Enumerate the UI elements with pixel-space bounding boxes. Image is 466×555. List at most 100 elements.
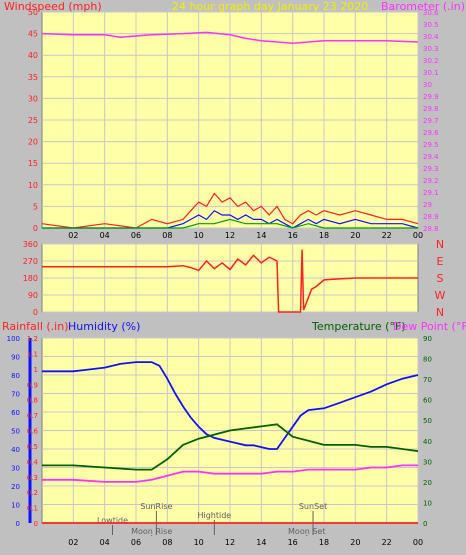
barometer-tick-label: 30.3 [423, 45, 439, 53]
x-tick-label: 06 [131, 231, 141, 240]
temperature-tick-label: 30 [423, 458, 432, 466]
rainfall-tick-label: 0.4 [27, 458, 39, 466]
humidity-tick-label: 30 [11, 465, 20, 473]
humidity-tick-label: 90 [11, 354, 20, 362]
series-wind-average [42, 218, 418, 229]
wind-barometer-series [41, 31, 419, 229]
x-tick-label: 22 [382, 538, 392, 547]
series-temperature [42, 423, 419, 471]
barometer-tick-label: 30.4 [423, 33, 439, 41]
temperature-tick-label: 80 [423, 356, 432, 364]
rainfall-tick-label: 0.6 [27, 428, 39, 436]
barometer-tick-label: 29.6 [423, 129, 439, 137]
x-tick-label: 12 [225, 538, 235, 547]
rainfall-tick-label: 0.7 [27, 412, 38, 420]
x-tick-label: 10 [194, 231, 204, 240]
series-wind-speed [42, 209, 419, 229]
series-wind-direction [42, 249, 418, 313]
annotation-label: Moon Rise [131, 527, 172, 536]
temperature-tick-label: 40 [423, 438, 432, 446]
barometer-tick-label: 29.1 [423, 189, 439, 197]
x-tick-label: 04 [100, 231, 110, 240]
temperature-tick-label: 50 [423, 417, 432, 425]
x-tick-label: 04 [100, 538, 110, 547]
humidity-tick-label: 80 [11, 372, 20, 380]
barometer-tick-label: 30.6 [423, 9, 439, 17]
barometer-tick-label: 30.2 [423, 57, 439, 65]
x-tick-label: 00 [413, 538, 423, 547]
temperature-axis-label: Temperature (°F) [311, 320, 406, 333]
series-wind-gust [41, 192, 419, 229]
degree-tick-label: 0 [33, 308, 38, 317]
x-tick-label: 06 [131, 538, 141, 547]
x-tick-label: 12 [225, 231, 235, 240]
rainfall-tick-label: 1.2 [27, 335, 38, 343]
x-tick-label: 20 [350, 538, 360, 547]
humidity-axis-label: Humidity (%) [68, 320, 140, 333]
barometer-tick-label: 29 [423, 201, 432, 209]
windspeed-tick-label: 20 [28, 138, 38, 147]
rainfall-tick-label: 1.1 [27, 350, 38, 358]
annotation-label: Hightide [197, 511, 231, 520]
wind-direction-series [42, 249, 418, 313]
barometer-tick-label: 29.3 [423, 165, 439, 173]
wind-barometer-x-axis-ticks: 02 04 06 08 10 12 14 16 18 20 22 00 [68, 231, 423, 240]
x-tick-label: 16 [288, 231, 298, 240]
degree-tick-label: 180 [23, 274, 38, 283]
x-tick-label: 22 [382, 231, 392, 240]
x-tick-label: 16 [288, 538, 298, 547]
rainfall-tick-label: 0 [34, 520, 38, 528]
x-tick-label: 00 [413, 231, 423, 240]
barometer-tick-label: 29.8 [423, 105, 439, 113]
humidity-tick-label: 20 [11, 483, 20, 491]
humidity-tick-label: 0 [16, 520, 20, 528]
degree-tick-label: 360 [23, 240, 38, 249]
humidity-tick-label: 100 [7, 335, 20, 343]
x-tick-label: 18 [319, 538, 329, 547]
humidity-tick-label: 60 [11, 409, 20, 417]
rainfall-tick-label: 0.8 [27, 397, 38, 405]
x-tick-label: 08 [162, 231, 172, 240]
windspeed-tick-label: 35 [28, 73, 38, 82]
degree-tick-label: 90 [28, 291, 38, 300]
wind-barometer-grid [42, 11, 419, 229]
barometer-axis-label: Barometer (.in) [381, 0, 465, 13]
windspeed-tick-label: 5 [33, 202, 38, 211]
rainfall-axis-ticks: 0 0.1 0.2 0.3 0.4 0.5 0.6 0.7 0.8 0.9 1 1.1 1.2 [27, 335, 39, 528]
rainfall-tick-label: 0.1 [27, 505, 38, 513]
barometer-tick-label: 30.1 [423, 69, 439, 77]
compass-label: N [436, 238, 444, 251]
barometer-tick-label: 29.2 [423, 177, 439, 185]
degree-tick-label: 270 [23, 257, 38, 266]
windspeed-tick-label: 10 [28, 181, 38, 190]
series-barometer [41, 31, 419, 44]
x-tick-label: 08 [162, 538, 172, 547]
temperature-axis-ticks: 0 10 20 30 40 50 60 70 80 90 [423, 335, 432, 528]
wind-direction-degree-ticks: 0 90 180 270 360 [23, 240, 38, 317]
humidity-axis-ticks: 0 10 20 30 40 50 60 70 80 90 100 [7, 335, 32, 528]
windspeed-tick-label: 30 [28, 94, 38, 103]
series-humidity [42, 361, 419, 450]
temperature-tick-label: 20 [423, 479, 432, 487]
x-tick-label: 20 [350, 231, 360, 240]
x-tick-label: 02 [68, 231, 78, 240]
humidity-temperature-grid [42, 337, 419, 524]
x-tick-label: 18 [319, 231, 329, 240]
temperature-tick-label: 60 [423, 397, 432, 405]
humidity-tick-label: 10 [11, 502, 20, 510]
rainfall-tick-label: 0.5 [27, 443, 38, 451]
temperature-tick-label: 90 [423, 335, 432, 343]
rainfall-tick-label: 1 [34, 366, 38, 374]
windspeed-tick-label: 15 [28, 159, 38, 168]
series-dew-point [42, 464, 418, 483]
temperature-tick-label: 10 [423, 499, 432, 507]
windspeed-tick-label: 45 [28, 30, 38, 39]
windspeed-tick-label: 50 [28, 8, 38, 17]
rainfall-axis-label: Rainfall (.in) [2, 320, 69, 333]
rainfall-tick-label: 0.2 [27, 489, 38, 497]
temperature-tick-label: 70 [423, 376, 432, 384]
compass-label: E [437, 255, 444, 268]
compass-label: W [435, 289, 446, 302]
humidity-tick-label: 40 [11, 446, 20, 454]
barometer-tick-label: 28.9 [423, 213, 439, 221]
